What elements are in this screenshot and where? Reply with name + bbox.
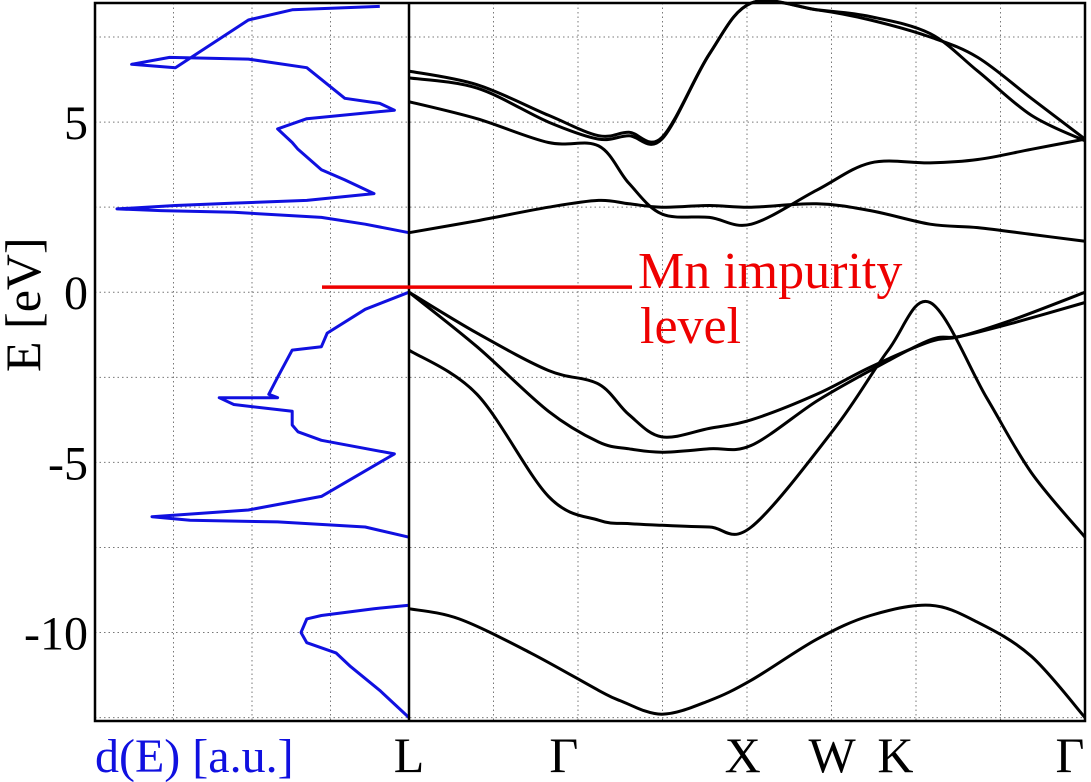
plot-border <box>93 1 1087 723</box>
x-tick-label: X <box>725 727 761 782</box>
impurity-label-line-1: Mn impurity <box>638 243 902 300</box>
dos-curve-2 <box>150 290 410 539</box>
x-tick-label: Γ <box>549 727 578 782</box>
x-axis-label-dos: d(E) [a.u.] <box>95 730 294 782</box>
grid-lines <box>95 3 1085 721</box>
y-axis-label: E [eV] <box>0 237 51 372</box>
band-line-4 <box>408 290 1086 439</box>
dos-curve-3 <box>299 603 411 719</box>
x-tick-label: L <box>394 727 425 782</box>
y-tick-label: 5 <box>64 97 88 150</box>
impurity-label-line-2: level <box>640 298 741 355</box>
band-line-2 <box>408 299 1087 539</box>
band-line-5 <box>408 198 1086 243</box>
band-line-8 <box>408 0 1086 144</box>
y-tick-label: -10 <box>24 608 88 661</box>
band-line-1 <box>408 603 1087 719</box>
dos-curve-1 <box>115 4 410 235</box>
y-tick-labels: 5 0 -5 -10 <box>24 97 88 660</box>
band-structure-panel <box>408 0 1087 719</box>
impurity-annotation: Mn impurity level <box>322 243 902 355</box>
x-tick-label: W <box>809 727 857 782</box>
y-tick-label: -5 <box>48 437 88 490</box>
x-tick-label: Γ <box>1056 727 1085 782</box>
band-line-6 <box>408 100 1086 227</box>
dos-panel <box>115 4 411 719</box>
x-tick-label: K <box>877 727 913 782</box>
y-tick-label: 0 <box>64 267 88 320</box>
plot-frame <box>93 1 1087 723</box>
